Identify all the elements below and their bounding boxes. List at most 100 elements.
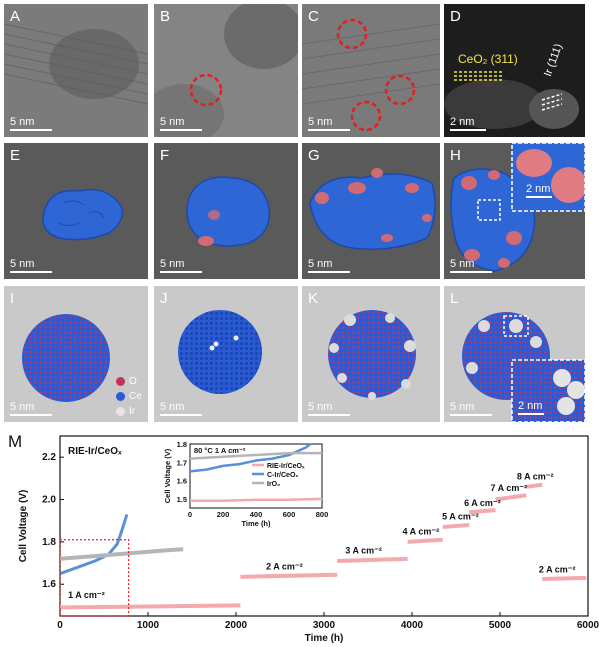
panel-label: I [10,290,15,307]
scale-bar-label: 5 nm [10,116,35,128]
inset-legend-label: C-Ir/CeO₂ [267,472,299,479]
inset-scale-label: 2 nm [518,400,543,412]
zoom-region-box [59,539,130,617]
current-density-label: 2 A cm⁻² [266,561,303,571]
scale-bar-label: 5 nm [308,401,333,413]
panel-label: G [308,147,320,164]
legend-item-ir: Ir [116,406,142,417]
panel-b-texture [154,4,298,137]
panel-label: B [160,8,171,25]
panel-e-tomography: E 5 nm [4,143,148,279]
current-density-label: 7 A cm⁻² [491,483,528,493]
panel-c-tem-image: C 5 nm [302,4,440,137]
rie-segment [469,508,496,515]
scale-bar: 5 nm [308,258,350,273]
panel-e-render [42,188,124,241]
panel-m-chart: M 0 1000 2000 3000 4000 5000 6000 1.6 1.8 2.0 2.2 T… [0,428,599,647]
rie-segment [495,493,527,502]
panel-i-model: I O Ce Ir 5 nm [4,286,148,422]
inset-y-axis-label: Cell Voltage (V) [163,448,172,503]
atom-legend: O Ce Ir [116,376,142,417]
scale-bar: 5 nm [160,116,202,131]
oxygen-dot [116,377,125,386]
iro2-line [59,547,184,561]
current-density-label: 6 A cm⁻² [464,498,501,508]
scale-bar: 5 nm [308,116,350,131]
legend-item-ce: Ce [116,391,142,402]
scale-bar: 2 nm [450,116,486,131]
x-tick-label: 4000 [401,620,424,631]
panel-label: C [308,8,319,25]
current-density-label: 3 A cm⁻² [345,546,382,556]
scale-bar: 5 nm [160,401,202,416]
ceo2-plane-label: CeO₂ (311) [458,52,518,66]
panel-h-render [450,143,585,272]
inset-x-axis-label: Time (h) [241,519,271,528]
scale-bar-label: 5 nm [160,258,185,270]
c-ir-ceo2-line [59,513,129,576]
x-axis-label: Time (h) [305,633,344,644]
panel-label: D [450,8,461,25]
scale-bar: 5 nm [10,258,52,273]
legend-item-o: O [116,376,142,387]
inset-x-tick-label: 800 [316,510,329,519]
panel-b-tem-image: B 5 nm [154,4,298,137]
inset-x-tick-label: 0 [188,510,192,519]
panel-label: K [308,290,319,307]
iridium-dot [116,407,125,416]
current-density-label: 4 A cm⁻² [403,526,440,536]
panel-c-texture [302,4,440,137]
y-tick-label: 1.8 [42,537,56,548]
x-tick-label: 2000 [225,620,248,631]
panel-label: H [450,147,461,164]
scale-bar-label: 5 nm [308,258,333,270]
scale-bar-label: 5 nm [450,401,475,413]
x-tick-label: 6000 [577,620,599,631]
inset-y-tick-label: 1.7 [177,458,187,467]
inset-scale-bar: 2 nm [518,400,544,415]
scale-bar: 5 nm [450,258,492,273]
inset-x-tick-label: 200 [217,510,230,519]
panel-label: A [10,8,21,25]
durability-chart: 0 1000 2000 3000 4000 5000 60001.61.82.02.2Tim… [18,435,599,644]
scale-bar: 5 nm [308,401,350,416]
inset-y-tick-label: 1.5 [177,495,187,504]
y-tick-label: 2.0 [42,495,56,506]
inset-y-tick-label: 1.6 [177,477,187,486]
panel-label: F [160,147,170,164]
scale-bar: 5 nm [10,116,52,131]
rie-segment [337,556,408,563]
x-tick-label: 0 [57,620,63,631]
inset-legend-label: RIE-Ir/CeOₓ [267,463,305,470]
y-tick-label: 2.2 [42,452,56,463]
panel-l-model: L 2 nm 5 nm [444,286,585,422]
rie-segment [240,572,338,579]
panel-label: E [10,147,21,164]
y-tick-label: 1.6 [42,579,56,590]
scale-bar-label: 5 nm [450,258,475,270]
current-density-label: 1 A cm⁻² [68,590,105,600]
panel-d-texture [444,4,585,137]
inset-x-tick-label: 400 [250,510,263,519]
inset-scale-label: 2 nm [526,183,551,195]
scale-bar-label: 5 nm [160,116,185,128]
panel-j-model: J 5 nm [154,286,298,422]
x-tick-label: 5000 [489,620,512,631]
inset-y-tick-label: 1.8 [177,440,187,449]
panel-g-render [309,168,436,250]
panel-f-render [186,176,271,247]
legend-label: O [129,376,137,387]
current-density-label: 8 A cm⁻² [517,471,554,481]
rie-segment [526,482,543,489]
scale-bar: 5 nm [160,258,202,273]
rie-segment [407,537,443,544]
inset-rie-line [190,497,323,502]
current-density-label: 2 A cm⁻² [539,565,576,575]
scale-bar-label: 5 nm [10,401,35,413]
highlight-circle [336,18,368,50]
inset-iro2-line [189,451,322,460]
panel-k-render [328,310,416,400]
panel-k-model: K 5 nm [302,286,440,422]
panel-l-render [462,312,585,422]
highlight-circle [350,100,382,132]
